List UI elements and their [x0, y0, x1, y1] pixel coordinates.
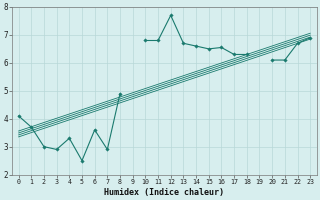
X-axis label: Humidex (Indice chaleur): Humidex (Indice chaleur): [104, 188, 224, 197]
